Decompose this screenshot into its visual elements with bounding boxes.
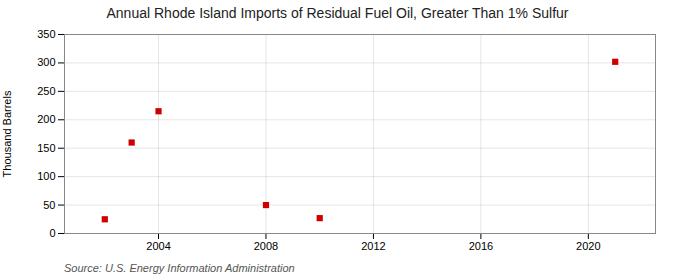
svg-text:50: 50 [43, 199, 55, 211]
svg-text:2020: 2020 [576, 240, 600, 252]
svg-text:2004: 2004 [146, 240, 170, 252]
html-text:Annual Rhode Island Imports of: Annual Rhode Island Imports of Residual … [106, 5, 569, 21]
html-text:Source: U.S. Energy Informatio: Source: U.S. Energy Information Administ… [64, 262, 295, 274]
svg-text:300: 300 [37, 56, 55, 68]
svg-text:200: 200 [37, 113, 55, 125]
svg-text:2016: 2016 [469, 240, 493, 252]
svg-text:250: 250 [37, 85, 55, 97]
svg-text:100: 100 [37, 170, 55, 182]
svg-text:350: 350 [37, 28, 55, 40]
svg-text:150: 150 [37, 142, 55, 154]
svg-text:Thousand Barrels: Thousand Barrels [1, 90, 13, 177]
svg-text:2012: 2012 [361, 240, 385, 252]
svg-text:2008: 2008 [254, 240, 278, 252]
svg-text:0: 0 [49, 227, 55, 239]
